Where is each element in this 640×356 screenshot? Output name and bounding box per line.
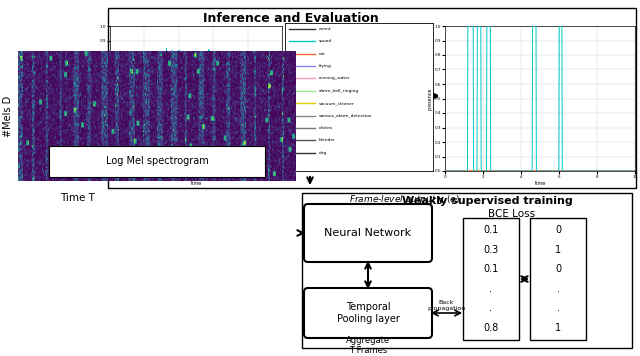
Text: vacuum_cleaner: vacuum_cleaner [319,101,355,105]
Text: blender: blender [319,138,336,142]
Text: .: . [557,303,559,313]
X-axis label: time: time [534,180,546,185]
Text: various_alarm_detection: various_alarm_detection [319,114,372,117]
Text: Back
propagation: Back propagation [428,300,466,311]
FancyBboxPatch shape [49,146,266,177]
FancyBboxPatch shape [304,204,432,262]
X-axis label: time: time [190,180,202,185]
FancyBboxPatch shape [530,218,586,340]
FancyBboxPatch shape [463,218,519,340]
Text: Aggregate
T Frames: Aggregate T Frames [346,336,390,355]
Text: dishes: dishes [319,126,333,130]
Y-axis label: presence: presence [93,87,98,110]
Text: running_water: running_water [319,77,351,80]
Text: .: . [490,303,493,313]
Text: Time T: Time T [61,193,95,203]
Text: .: . [490,284,493,294]
Text: Temporal
Pooling layer: Temporal Pooling layer [337,302,399,324]
Text: frying: frying [319,64,332,68]
FancyBboxPatch shape [302,193,632,348]
Text: Frame-level output $\mathbf{y}_t(e)$: Frame-level output $\mathbf{y}_t(e)$ [349,193,461,206]
Text: event: event [319,27,332,31]
Text: 0.1: 0.1 [483,225,499,235]
Text: Weakly supervised training: Weakly supervised training [402,196,572,206]
Text: 1: 1 [555,245,561,255]
Y-axis label: presence: presence [428,87,433,110]
Text: Log Mel spectrogram: Log Mel spectrogram [106,157,209,167]
Text: Post-
processing: Post- processing [370,77,430,99]
Text: 0.8: 0.8 [483,323,499,333]
Text: Inference and Evaluation: Inference and Evaluation [203,12,379,25]
Text: cat: cat [319,52,326,56]
Text: BCE Loss: BCE Loss [488,209,536,219]
Text: .: . [557,284,559,294]
Text: dog: dog [319,151,328,155]
Text: 1: 1 [555,323,561,333]
Text: sound: sound [319,39,332,43]
FancyBboxPatch shape [108,8,636,188]
Text: #Mels D: #Mels D [3,95,13,137]
Text: 0.3: 0.3 [483,245,499,255]
FancyBboxPatch shape [304,288,432,338]
Text: alarm_bell_ringing: alarm_bell_ringing [319,89,359,93]
Text: 0: 0 [555,264,561,274]
Text: 0: 0 [555,225,561,235]
Text: 0.1: 0.1 [483,264,499,274]
Text: Neural Network: Neural Network [324,228,412,238]
